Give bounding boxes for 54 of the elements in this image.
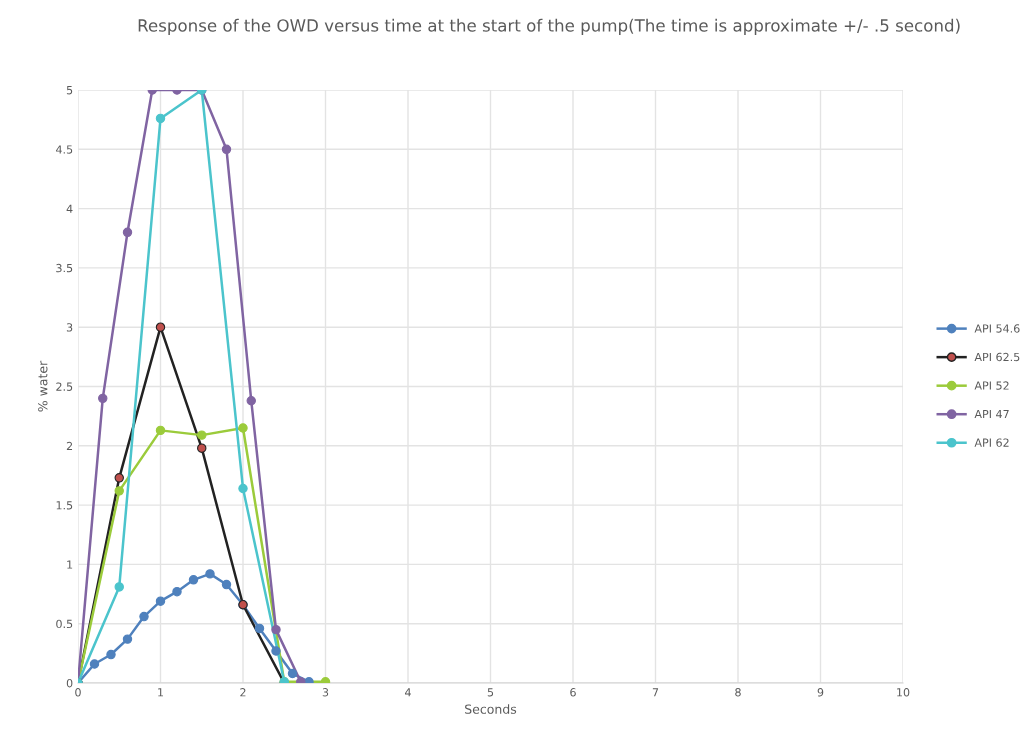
x-axis-title: Seconds: [465, 704, 517, 714]
point: [155, 113, 166, 124]
x-tick-label: 1: [158, 688, 164, 697]
legend-label: API 62.5: [974, 352, 1020, 362]
x-tick-label: 8: [735, 688, 741, 697]
point: [205, 569, 215, 579]
y-tick-label: 0.5: [56, 619, 73, 629]
x-tick-label: 6: [570, 688, 576, 697]
y-tick-label: 4: [66, 204, 73, 213]
y-tick-label: 4.5: [56, 145, 73, 154]
point: [139, 611, 149, 622]
y-tick-label: 1: [67, 560, 73, 569]
x-tick-label: 10: [897, 688, 910, 697]
y-axis-title: % water: [38, 360, 48, 412]
point: [122, 227, 133, 238]
point: [188, 575, 199, 585]
legend-label: API 47: [974, 410, 1009, 419]
point: [155, 425, 166, 436]
point: [114, 582, 124, 592]
point: [271, 646, 281, 656]
x-tick-label: 7: [652, 688, 659, 697]
y-tick-label: 3.5: [56, 263, 73, 273]
y-tick-label: 3: [66, 323, 73, 332]
x-tick-label: 4: [405, 688, 411, 697]
point: [172, 586, 182, 597]
point: [271, 624, 281, 635]
x-tick-label: 9: [817, 688, 824, 697]
y-tick-label: 0: [66, 678, 73, 688]
point: [98, 393, 108, 404]
chart-title: Response of the OWD versus time at the start of the pump(The time is approximate +/- .5 second): [138, 18, 960, 35]
point: [221, 579, 232, 590]
point: [197, 430, 207, 440]
point: [114, 486, 124, 496]
legend-label: API 62: [974, 438, 1009, 447]
point: [155, 596, 166, 606]
y-tick-label: 2: [66, 441, 73, 451]
point: [238, 483, 248, 494]
point: [254, 623, 265, 634]
y-tick-label: 5: [66, 86, 73, 95]
x-tick-label: 3: [322, 688, 329, 697]
point: [246, 396, 256, 406]
legend-label: API 54.6: [974, 324, 1020, 333]
x-tick-label: 0: [75, 688, 81, 697]
y-tick-label: 2.5: [56, 382, 73, 391]
x-tick-label: 2: [240, 688, 246, 697]
point: [238, 423, 248, 433]
point: [106, 649, 116, 660]
point: [89, 659, 100, 669]
legend-label: API 52: [974, 381, 1009, 390]
point: [122, 634, 133, 644]
point: [287, 668, 298, 679]
y-tick-label: 1.5: [56, 501, 73, 510]
x-tick-label: 5: [487, 688, 494, 697]
point: [221, 144, 232, 155]
